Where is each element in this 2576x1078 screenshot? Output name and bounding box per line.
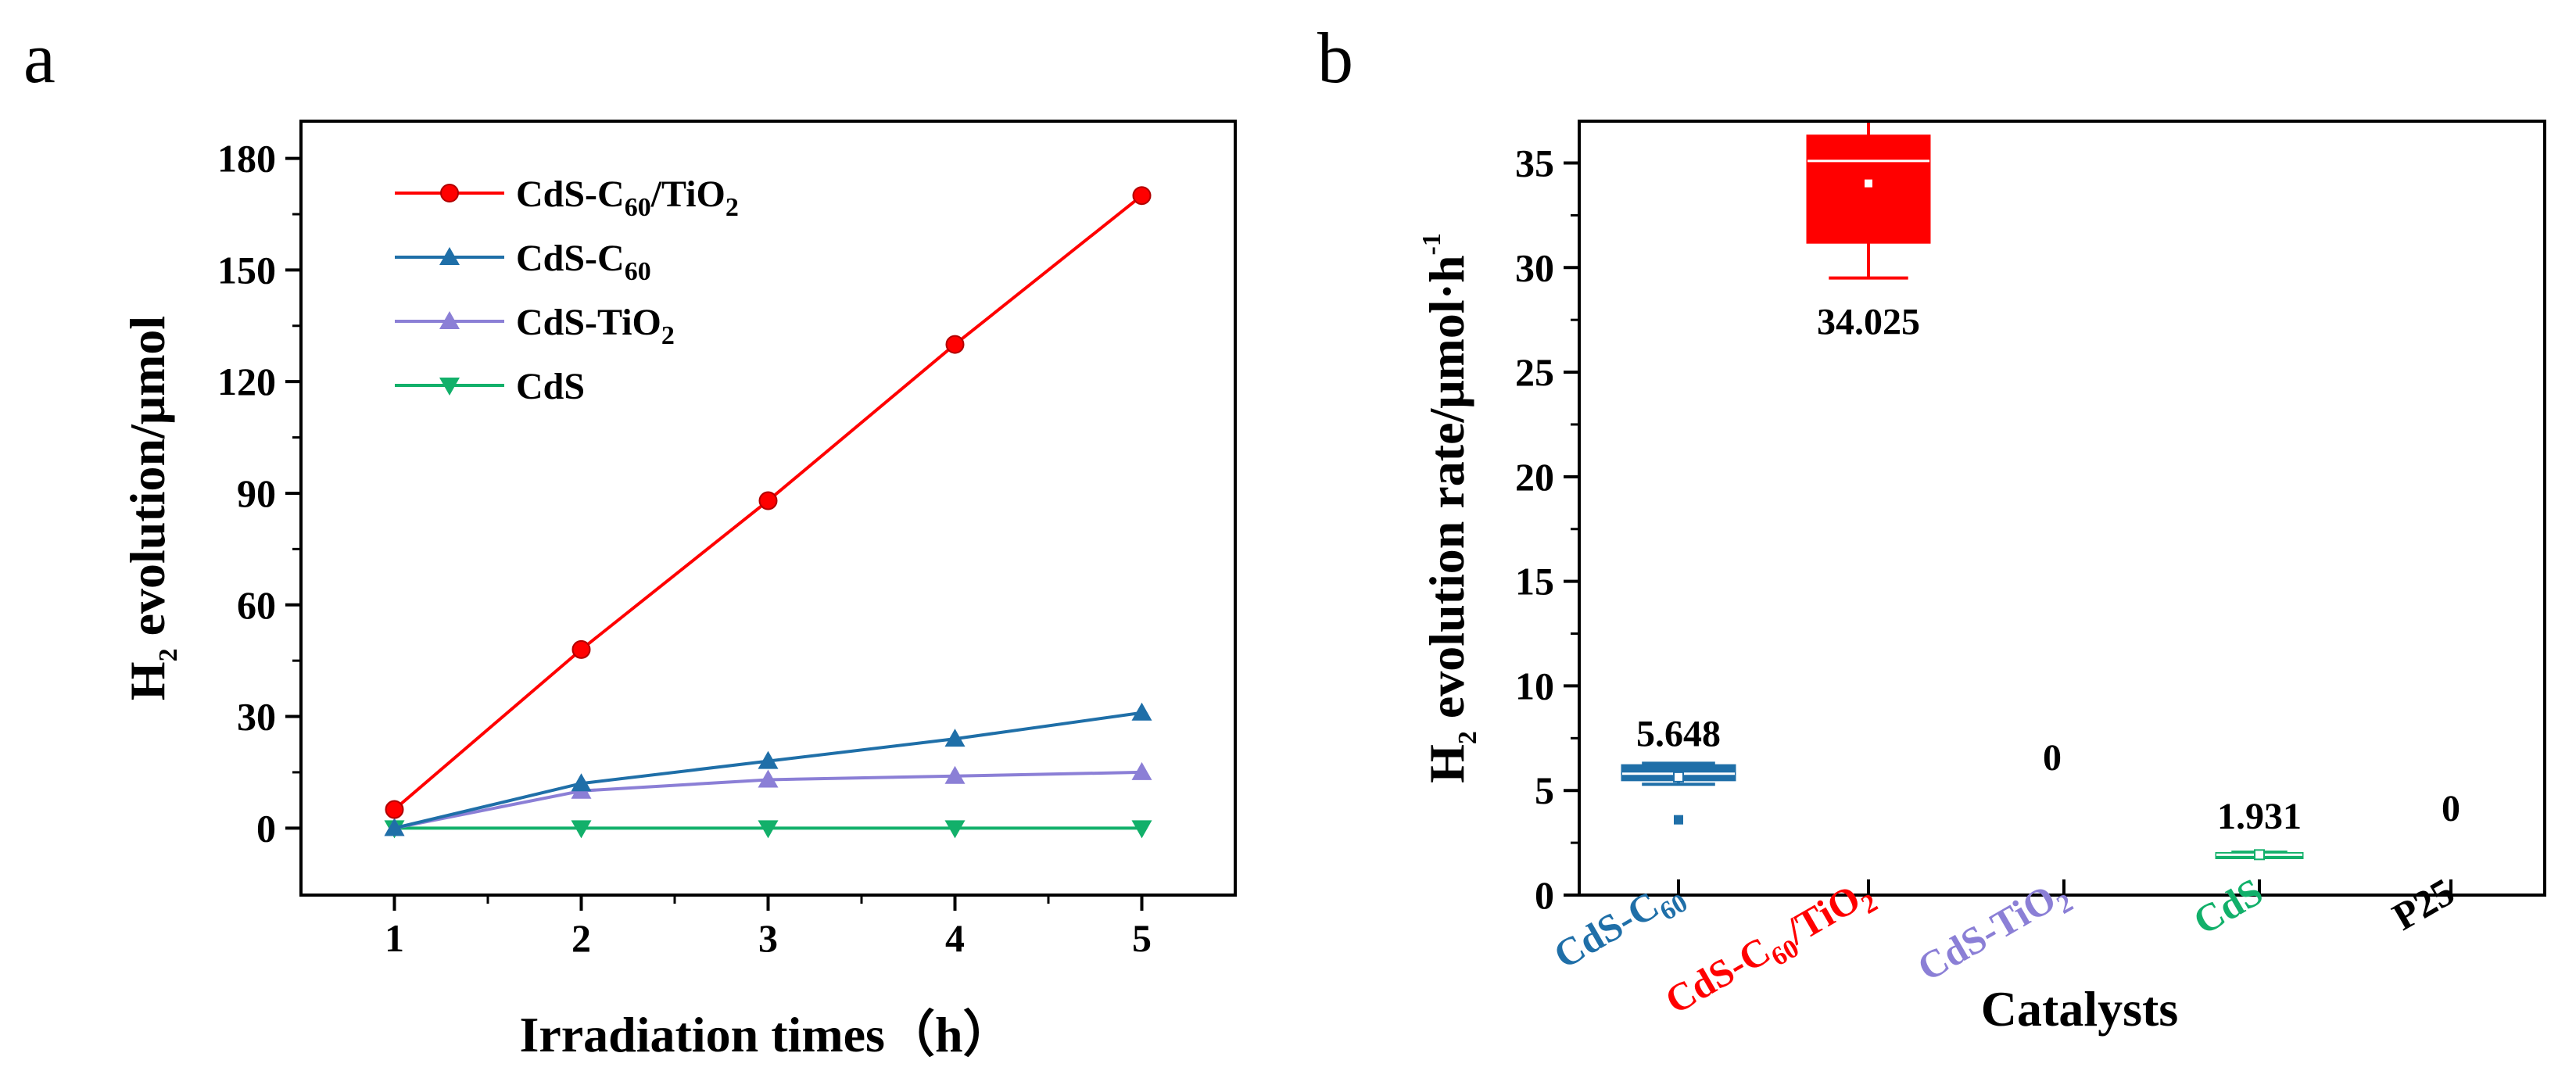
legend-label: CdS bbox=[516, 366, 585, 407]
panel-a-x-ticks: 1 2 3 4 5 bbox=[385, 895, 1152, 960]
panel-b-x-ticks bbox=[1677, 879, 2452, 895]
data-point bbox=[1131, 761, 1152, 780]
legend-marker bbox=[439, 378, 460, 396]
series-cds-c60-tio2 bbox=[385, 186, 1152, 819]
data-point bbox=[1131, 820, 1152, 839]
data-point bbox=[571, 773, 592, 792]
panel-a-y-ticks: 0 30 60 90 120 150 180 bbox=[217, 137, 301, 850]
panel-b-y-axis-title: H2 evolution rate/μmol·h-1 bbox=[1417, 233, 1482, 783]
data-point bbox=[385, 800, 404, 819]
mean-marker bbox=[1863, 177, 1874, 189]
legend-label: CdS-C60/TiO2 bbox=[516, 174, 739, 222]
legend-marker bbox=[440, 184, 459, 202]
mean-marker bbox=[1673, 771, 1684, 783]
panel-b-x-axis-title: Catalysts bbox=[1981, 981, 2178, 1037]
legend-label: CdS-C60 bbox=[516, 238, 651, 286]
y-tick-label: 180 bbox=[217, 137, 276, 181]
legend-label: CdS-TiO2 bbox=[516, 302, 675, 350]
value-label: 1.931 bbox=[2217, 796, 2302, 837]
y-tick-label: 0 bbox=[256, 806, 276, 850]
data-point bbox=[758, 769, 779, 788]
data-point bbox=[944, 820, 966, 839]
y-tick-label: 35 bbox=[1515, 141, 1554, 185]
y-tick-label: 30 bbox=[1515, 245, 1554, 289]
legend-entry: CdS bbox=[395, 366, 585, 407]
panel-b-y-ticks: 0 5 10 15 20 25 30 35 bbox=[1515, 141, 1579, 917]
data-point bbox=[384, 818, 405, 836]
category-label: CdS bbox=[2186, 869, 2270, 943]
box-cds-c60-tio2: 34.025 bbox=[1806, 123, 1931, 343]
mean-marker bbox=[2254, 849, 2265, 861]
box-cds-c60: 5.648 bbox=[1621, 713, 1736, 825]
y-tick-label: 90 bbox=[237, 471, 276, 515]
series-cds bbox=[384, 820, 1152, 839]
value-label: 5.648 bbox=[1636, 713, 1721, 754]
x-tick-label: 4 bbox=[945, 916, 965, 960]
y-tick-label: 150 bbox=[217, 248, 276, 292]
panel-a-y-axis-title: H2 evolution/μmol bbox=[120, 316, 183, 700]
panel-b-boxes: 5.648 34.025 0 1.931 0 bbox=[1621, 123, 2460, 861]
y-tick-label: 0 bbox=[1535, 873, 1554, 917]
panel-b-letter: b bbox=[1317, 18, 1353, 98]
legend-entry: CdS-C60/TiO2 bbox=[395, 174, 739, 222]
x-tick-label: 1 bbox=[385, 916, 404, 960]
value-label: 0 bbox=[2043, 737, 2062, 779]
data-point bbox=[758, 750, 779, 769]
panel-a-x-axis-title: Irradiation times（h） bbox=[519, 1007, 1012, 1062]
panel-b-box-chart: 0 5 10 15 20 25 30 35 5.648 34.025 0 1.931 0 CdS-C6… bbox=[1417, 120, 2546, 1037]
data-point bbox=[571, 820, 592, 839]
y-tick-label: 10 bbox=[1515, 664, 1554, 707]
data-point bbox=[944, 729, 966, 747]
box-cds: 1.931 bbox=[2215, 796, 2304, 861]
outlier-marker bbox=[1674, 815, 1683, 825]
legend-entry: CdS-C60 bbox=[395, 238, 651, 286]
panel-a-series bbox=[384, 186, 1152, 839]
panel-a-letter: a bbox=[23, 18, 56, 98]
category-label: CdS-C60 bbox=[1546, 869, 1693, 983]
data-point bbox=[944, 765, 966, 784]
y-tick-label: 20 bbox=[1515, 455, 1554, 499]
y-tick-label: 25 bbox=[1515, 350, 1554, 394]
legend: CdS-C60/TiO2 CdS-C60 CdS-TiO2 CdS bbox=[395, 174, 739, 407]
y-tick-label: 5 bbox=[1535, 768, 1554, 812]
data-point bbox=[1132, 186, 1152, 206]
legend-marker bbox=[439, 311, 460, 329]
data-point bbox=[1131, 702, 1152, 721]
y-tick-label: 15 bbox=[1515, 560, 1554, 603]
series-cds-c60 bbox=[384, 702, 1152, 836]
category-label: CdS-C60/TiO2 bbox=[1657, 869, 1883, 1029]
panel-b-plot-frame bbox=[1578, 120, 2546, 897]
x-tick-label: 2 bbox=[571, 916, 591, 960]
box-body bbox=[1806, 134, 1931, 244]
legend-marker bbox=[439, 247, 460, 265]
data-point bbox=[758, 491, 778, 510]
box-p25: 0 bbox=[2442, 788, 2460, 829]
value-label: 0 bbox=[2442, 788, 2460, 829]
value-label: 34.025 bbox=[1817, 302, 1920, 343]
box-cds-tio2: 0 bbox=[2043, 737, 2062, 779]
y-tick-label: 30 bbox=[237, 695, 276, 739]
y-tick-label: 120 bbox=[217, 360, 276, 403]
legend-entry: CdS-TiO2 bbox=[395, 302, 675, 350]
x-tick-label: 5 bbox=[1132, 916, 1152, 960]
data-point bbox=[571, 639, 591, 659]
x-tick-label: 3 bbox=[758, 916, 778, 960]
data-point bbox=[758, 820, 779, 839]
y-tick-label: 60 bbox=[237, 583, 276, 627]
category-label: CdS-TiO2 bbox=[1910, 869, 2078, 996]
data-point bbox=[945, 335, 965, 354]
